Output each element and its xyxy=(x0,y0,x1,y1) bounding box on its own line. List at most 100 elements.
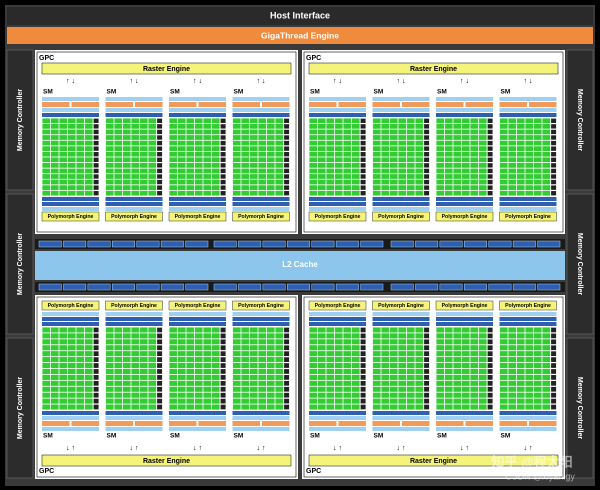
cuda-core xyxy=(76,345,85,351)
cuda-core xyxy=(148,168,157,174)
cuda-core xyxy=(334,386,343,392)
cuda-core xyxy=(415,190,424,196)
cuda-core xyxy=(343,357,352,363)
cuda-core xyxy=(453,374,462,380)
cuda-core xyxy=(249,357,258,363)
sfu-unit xyxy=(93,129,99,135)
cuda-core xyxy=(194,351,203,357)
cuda-core xyxy=(372,380,381,386)
memory-controller-left-1 xyxy=(6,49,34,191)
cuda-core xyxy=(122,146,131,152)
cuda-core xyxy=(211,185,220,191)
cuda-core xyxy=(186,123,195,129)
cuda-core xyxy=(444,151,453,157)
cuda-core xyxy=(114,339,123,345)
cuda-core xyxy=(105,151,114,157)
cuda-core xyxy=(148,386,157,392)
cuda-core xyxy=(542,380,551,386)
sfu-unit xyxy=(284,392,290,398)
cuda-core xyxy=(148,339,157,345)
cuda-core xyxy=(194,140,203,146)
cuda-core xyxy=(76,404,85,410)
cuda-core xyxy=(516,190,525,196)
cuda-core xyxy=(232,357,241,363)
sfu-unit xyxy=(424,339,430,345)
cuda-core xyxy=(415,123,424,129)
sfu-unit xyxy=(487,118,493,123)
cuda-core xyxy=(516,392,525,398)
cuda-core xyxy=(343,380,352,386)
sfu-unit xyxy=(487,398,493,404)
cuda-core xyxy=(42,146,51,152)
cuda-core xyxy=(317,179,326,185)
cuda-core xyxy=(398,146,407,152)
cuda-core xyxy=(148,362,157,369)
cuda-core xyxy=(461,135,470,140)
cuda-core xyxy=(461,368,470,375)
cuda-core xyxy=(249,368,258,375)
cuda-core xyxy=(533,333,542,339)
cuda-core xyxy=(114,333,123,339)
sfu-unit xyxy=(157,129,163,135)
cuda-core xyxy=(415,151,424,157)
cuda-core xyxy=(275,327,284,333)
polymorph-engine-label: Polymorph Engine xyxy=(48,214,94,220)
sfu-unit xyxy=(360,375,366,380)
sfu-unit xyxy=(360,163,366,168)
memory-controller-label: Memory Controller xyxy=(17,233,24,296)
cuda-core xyxy=(169,168,178,174)
cuda-core xyxy=(148,374,157,380)
sfu-unit xyxy=(93,375,99,380)
cuda-core xyxy=(186,157,195,163)
cuda-core xyxy=(533,140,542,146)
sfu-unit xyxy=(284,140,290,146)
arrow-up-down-icon: ↑ ↓ xyxy=(333,78,342,85)
cuda-core xyxy=(389,333,398,339)
cuda-core xyxy=(131,392,140,398)
cuda-core xyxy=(444,327,453,333)
crossbar-segment xyxy=(238,283,262,291)
cuda-core xyxy=(122,380,131,386)
warp-scheduler xyxy=(169,421,197,426)
cuda-core xyxy=(105,190,114,196)
cuda-core xyxy=(139,386,148,392)
cuda-core xyxy=(436,151,445,157)
cuda-core xyxy=(131,351,140,357)
cuda-core xyxy=(499,357,508,363)
cuda-core xyxy=(351,362,360,369)
cuda-core xyxy=(317,168,326,174)
cuda-core xyxy=(508,333,517,339)
cuda-core xyxy=(436,345,445,351)
cuda-core xyxy=(67,135,76,140)
cuda-core xyxy=(309,398,318,404)
sfu-unit xyxy=(551,124,557,129)
cuda-core xyxy=(194,357,203,363)
sfu-unit xyxy=(220,327,226,333)
cuda-core xyxy=(389,146,398,152)
cuda-core xyxy=(139,140,148,146)
sfu-unit xyxy=(93,369,99,374)
sfu-unit xyxy=(551,380,557,386)
warp-scheduler xyxy=(372,102,400,107)
cuda-core-array xyxy=(436,327,493,410)
crossbar-segment xyxy=(136,240,160,248)
warp-scheduler xyxy=(402,421,430,426)
cuda-core xyxy=(398,333,407,339)
crossbar-segment xyxy=(390,240,414,248)
dispatch-unit xyxy=(499,416,557,420)
sfu-unit xyxy=(220,351,226,357)
sfu-unit xyxy=(424,404,430,410)
cuda-core xyxy=(478,151,487,157)
cuda-core xyxy=(211,327,220,333)
cuda-core xyxy=(343,362,352,369)
cuda-core xyxy=(461,380,470,386)
cuda-core xyxy=(194,368,203,375)
cuda-core xyxy=(67,146,76,152)
sfu-unit xyxy=(93,327,99,333)
cuda-core xyxy=(241,140,250,146)
cuda-core xyxy=(461,339,470,345)
cuda-core xyxy=(461,146,470,152)
cuda-core xyxy=(131,135,140,140)
